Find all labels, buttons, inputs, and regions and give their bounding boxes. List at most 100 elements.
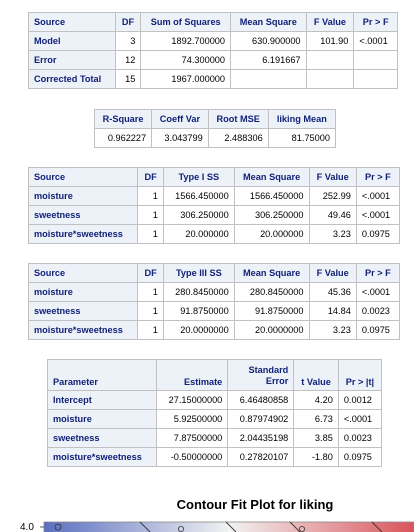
row-label: Intercept [46,390,158,410]
cell-p [353,69,398,89]
fit-rootmse: 2.488306 [207,128,269,148]
cell-p: 0.0023 [355,301,401,321]
fit-mean: 81.75000 [267,128,337,148]
anova-header-f: F Value [305,12,355,32]
cell-p: <.0001 [353,31,398,51]
cell-df: 12 [114,50,142,70]
table-row: Corrected Total 15 1967.000000 [28,69,398,89]
cell-ms: 91.8750000 [233,301,310,321]
cell-estimate: 5.92500000 [156,409,229,429]
cell-stderr: 0.27820107 [227,447,295,467]
cell-p: 0.0975 [355,224,401,244]
cell-ms: 306.250000 [233,205,310,225]
row-label: moisture [27,186,139,206]
table-row: sweetness 7.87500000 2.04435198 3.85 0.0… [46,428,383,448]
type3-header-f: F Value [308,263,357,283]
cell-p: 0.0023 [337,428,383,448]
row-label: Error [28,50,116,70]
fit-header-coeffvar: Coeff Var [151,109,209,129]
table-row: moisture 1 280.8450000 280.8450000 45.36… [27,282,401,302]
fit-header-rootmse: Root MSE [207,109,269,129]
table-row: moisture*sweetness -0.50000000 0.2782010… [46,447,383,467]
fit-statistics-table: R-Square Coeff Var Root MSE liking Mean … [93,109,337,148]
cell-t: 4.20 [293,390,339,410]
table-row: sweetness 1 306.250000 306.250000 49.46 … [27,205,401,225]
table-row: sweetness 1 91.8750000 91.8750000 14.84 … [27,301,401,321]
cell-p: 0.0975 [355,320,401,340]
param-header-stderr: Standard Error [227,359,295,391]
cell-f [305,50,355,70]
contour-line [371,521,383,532]
fit-coeffvar: 3.043799 [151,128,209,148]
cell-stderr: 2.04435198 [227,428,295,448]
type3-header-ss: Type III SS [162,263,235,283]
row-label: Corrected Total [28,69,116,89]
row-label: moisture*sweetness [46,447,158,467]
cell-t: 6.73 [293,409,339,429]
cell-ss: 1892.700000 [140,31,232,51]
type1-header-source: Source [27,167,139,187]
row-label: moisture [27,282,139,302]
table-row: Model 3 1892.700000 630.900000 101.90 <.… [28,31,398,51]
cell-f: 3.23 [308,224,357,244]
cell-ss: 91.8750000 [162,301,235,321]
cell-f: 14.84 [308,301,357,321]
y-axis-tick-label: 4.0 [20,522,34,532]
cell-df: 15 [114,69,142,89]
param-header-t: t Value [293,359,339,391]
contour-line [289,521,301,532]
table-row: moisture 5.92500000 0.87974902 6.73 <.00… [46,409,383,429]
cell-t: 3.85 [293,428,339,448]
cell-ms: 280.8450000 [233,282,310,302]
cell-p: <.0001 [355,282,401,302]
type3-header-source: Source [27,263,139,283]
anova-table: Source DF Sum of Squares Mean Square F V… [28,12,398,89]
type1-header-ms: Mean Square [233,167,310,187]
param-header-estimate: Estimate [156,359,229,391]
type1-ss-table: Source DF Type I SS Mean Square F Value … [27,167,401,244]
cell-stderr: 6.46480858 [227,390,295,410]
cell-f: 49.46 [308,205,357,225]
type3-header-p: Pr > F [355,263,401,283]
cell-p: 0.0012 [337,390,383,410]
cell-ss: 20.0000000 [162,320,235,340]
cell-stderr: 0.87974902 [227,409,295,429]
cell-df: 1 [137,224,164,244]
type3-header-df: DF [137,263,164,283]
cell-p: <.0001 [355,186,401,206]
table-row: Error 12 74.300000 6.191667 [28,50,398,70]
cell-p: <.0001 [355,205,401,225]
cell-ss: 74.300000 [140,50,232,70]
cell-estimate: 27.15000000 [156,390,229,410]
anova-header-p: Pr > F [353,12,398,32]
cell-df: 1 [137,282,164,302]
cell-f: 101.90 [305,31,355,51]
anova-header-ms: Mean Square [230,12,307,32]
table-row: Intercept 27.15000000 6.46480858 4.20 0.… [46,390,383,410]
cell-estimate: -0.50000000 [156,447,229,467]
cell-df: 3 [114,31,142,51]
table-row: 0.962227 3.043799 2.488306 81.75000 [93,128,337,148]
cell-ss: 1566.450000 [162,186,235,206]
cell-ss: 20.000000 [162,224,235,244]
cell-ms: 630.900000 [230,31,307,51]
cell-t: -1.80 [293,447,339,467]
row-label: moisture*sweetness [27,320,139,340]
contour-plot: 4.0 [20,521,414,532]
contour-line [139,521,151,532]
anova-header-df: DF [114,12,142,32]
cell-ss: 1967.000000 [140,69,232,89]
fit-header-rsquare: R-Square [93,109,153,129]
cell-f: 3.23 [308,320,357,340]
table-row: moisture*sweetness 1 20.000000 20.000000… [27,224,401,244]
anova-header-ss: Sum of Squares [140,12,232,32]
fit-header-mean: liking Mean [267,109,337,129]
param-header-p: Pr > |t| [337,359,383,391]
cell-df: 1 [137,301,164,321]
cell-f [305,69,355,89]
fit-rsquare: 0.962227 [93,128,153,148]
cell-ms: 6.191667 [230,50,307,70]
contour-plot-area [43,521,414,532]
cell-f: 252.99 [308,186,357,206]
cell-ms [230,69,307,89]
